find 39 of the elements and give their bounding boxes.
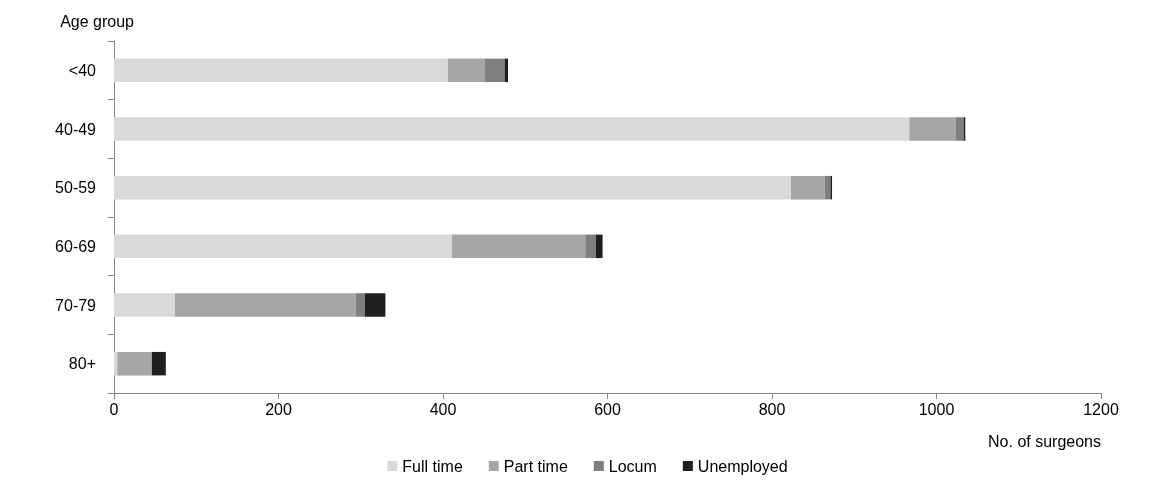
bar <box>114 175 791 200</box>
bar <box>114 293 175 317</box>
y-tick-label: 60-69 <box>55 237 97 255</box>
bar <box>114 58 448 83</box>
y-tick-label: <40 <box>68 61 97 79</box>
x-axis-title: No. of surgeons <box>988 432 1101 450</box>
y-tick-label: 70-79 <box>55 296 97 314</box>
legend-label: Part time <box>503 457 568 475</box>
bar <box>955 117 964 141</box>
bar <box>504 58 508 83</box>
y-tick-label: 80+ <box>68 355 96 373</box>
bar <box>114 234 453 259</box>
legend-label: Locum <box>608 457 657 475</box>
bar <box>114 351 118 376</box>
bar <box>447 58 485 83</box>
bar <box>364 293 386 317</box>
x-tick-label: 800 <box>758 400 786 418</box>
x-tick-label: 600 <box>594 400 621 418</box>
bar <box>909 117 956 141</box>
y-tick-label: 40-49 <box>55 120 97 138</box>
x-tick-label: 400 <box>429 400 457 418</box>
x-tick-label: 200 <box>265 400 292 418</box>
x-tick-label: 1000 <box>918 400 955 418</box>
y-axis-title: Age group <box>60 12 135 30</box>
bar <box>452 234 586 259</box>
bar <box>117 351 152 376</box>
bar <box>585 234 596 259</box>
legend-label: Full time <box>402 457 463 475</box>
x-tick-label: 0 <box>109 400 119 418</box>
x-tick-label: 1200 <box>1083 400 1119 418</box>
y-tick-label: 50-59 <box>55 179 97 197</box>
bar <box>151 351 166 376</box>
bar <box>114 117 910 141</box>
bar <box>355 293 365 317</box>
bar <box>174 293 356 317</box>
bar <box>790 175 825 200</box>
bar <box>595 234 603 259</box>
legend-label: Unemployed <box>697 457 788 475</box>
bar <box>484 58 505 83</box>
